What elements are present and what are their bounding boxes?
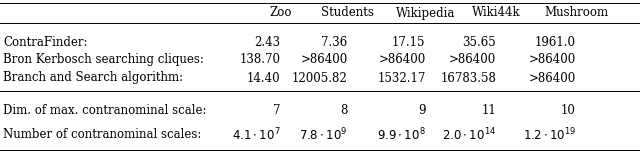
Text: Branch and Search algorithm:: Branch and Search algorithm: — [3, 71, 183, 84]
Text: >86400: >86400 — [300, 54, 348, 67]
Text: >86400: >86400 — [449, 54, 496, 67]
Text: 11: 11 — [481, 103, 496, 116]
Text: Bron Kerbosch searching cliques:: Bron Kerbosch searching cliques: — [3, 54, 204, 67]
Text: Zoo: Zoo — [269, 6, 292, 19]
Text: 1532.17: 1532.17 — [377, 71, 426, 84]
Text: $4.1 \cdot 10^{7}$: $4.1 \cdot 10^{7}$ — [232, 127, 280, 143]
Text: Number of contranominal scales:: Number of contranominal scales: — [3, 129, 202, 142]
Text: 10: 10 — [561, 103, 576, 116]
Text: 2.43: 2.43 — [254, 35, 280, 49]
Text: $9.9 \cdot 10^{8}$: $9.9 \cdot 10^{8}$ — [377, 127, 426, 143]
Text: 17.15: 17.15 — [392, 35, 426, 49]
Text: 7.36: 7.36 — [321, 35, 348, 49]
Text: 1961.0: 1961.0 — [535, 35, 576, 49]
Text: Wiki44k: Wiki44k — [472, 6, 520, 19]
Text: Mushroom: Mushroom — [544, 6, 608, 19]
Text: 7: 7 — [273, 103, 280, 116]
Text: Dim. of max. contranominal scale:: Dim. of max. contranominal scale: — [3, 103, 207, 116]
Text: 8: 8 — [340, 103, 348, 116]
Text: 16783.58: 16783.58 — [440, 71, 496, 84]
Text: $2.0 \cdot 10^{14}$: $2.0 \cdot 10^{14}$ — [442, 127, 496, 143]
Text: $7.8 \cdot 10^{9}$: $7.8 \cdot 10^{9}$ — [299, 127, 348, 143]
Text: ContraFinder:: ContraFinder: — [3, 35, 88, 49]
Text: 138.70: 138.70 — [239, 54, 280, 67]
Text: >86400: >86400 — [529, 71, 576, 84]
Text: >86400: >86400 — [529, 54, 576, 67]
Text: >86400: >86400 — [378, 54, 426, 67]
Text: Students: Students — [321, 6, 374, 19]
Text: 12005.82: 12005.82 — [292, 71, 348, 84]
Text: Wikipedia: Wikipedia — [396, 6, 455, 19]
Text: 35.65: 35.65 — [462, 35, 496, 49]
Text: $1.2 \cdot 10^{19}$: $1.2 \cdot 10^{19}$ — [523, 127, 576, 143]
Text: 14.40: 14.40 — [246, 71, 280, 84]
Text: 9: 9 — [418, 103, 426, 116]
